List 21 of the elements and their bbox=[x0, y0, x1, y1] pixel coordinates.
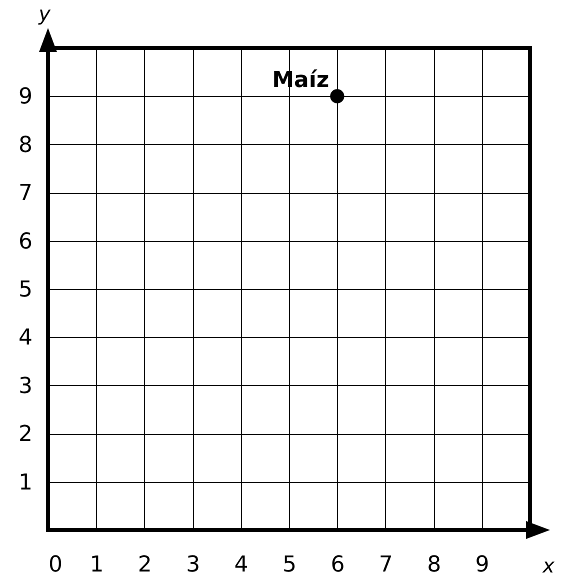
x-tick-label: 5 bbox=[282, 552, 296, 578]
x-axis-title: x bbox=[542, 554, 555, 578]
y-axis-title: y bbox=[38, 2, 52, 26]
x-tick-label: 6 bbox=[330, 552, 345, 578]
y-tick-label: 3 bbox=[18, 374, 32, 399]
x-tick-label: 3 bbox=[186, 552, 200, 578]
y-tick-label: 6 bbox=[18, 229, 32, 254]
y-tick-label: 4 bbox=[18, 326, 32, 351]
y-tick-label: 8 bbox=[18, 132, 32, 158]
x-tick-label: 1 bbox=[90, 552, 104, 578]
x-tick-label: 8 bbox=[427, 552, 442, 578]
x-tick-label: 0 bbox=[48, 552, 62, 578]
y-tick-label: 5 bbox=[18, 278, 32, 302]
x-tick-label: 7 bbox=[378, 552, 393, 578]
x-tick-label: 9 bbox=[475, 552, 490, 578]
y-tick-label: 9 bbox=[18, 84, 32, 110]
x-tick-label: 4 bbox=[234, 552, 248, 578]
y-tick-label: 7 bbox=[18, 181, 32, 206]
x-tick-label: 2 bbox=[138, 552, 152, 578]
y-tick-label: 1 bbox=[18, 470, 32, 496]
y-tick-label: 2 bbox=[18, 422, 32, 448]
